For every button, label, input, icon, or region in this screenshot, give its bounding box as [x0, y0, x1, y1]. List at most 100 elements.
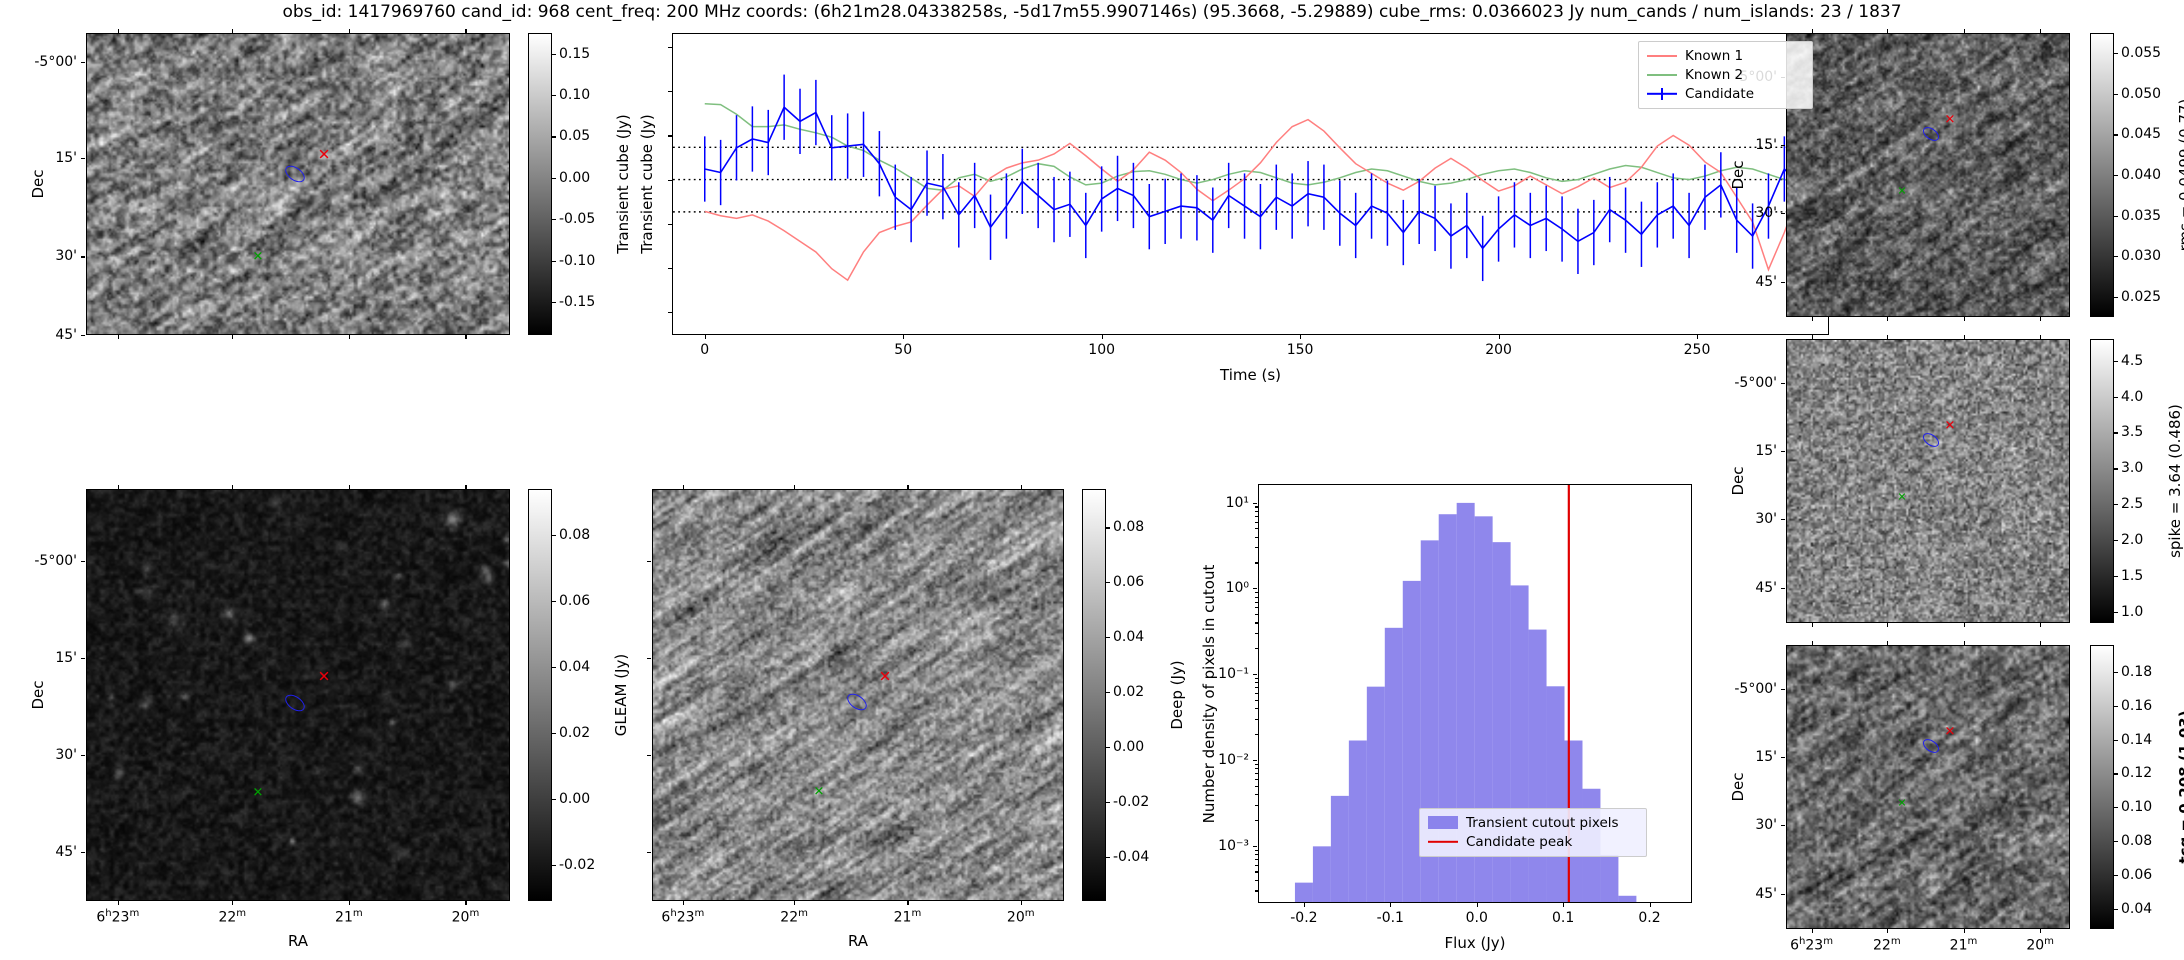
transient-cube-colorbar-ticklabel: -0.05 [559, 211, 596, 228]
tcg-ra-tick [1811, 929, 1813, 933]
deep-image[interactable] [652, 489, 1064, 901]
histogram-ytick-minor [1255, 734, 1258, 736]
lightcurve-xtick [1101, 335, 1103, 339]
lightcurve-ytick [668, 135, 672, 137]
transient-cube-image[interactable] [86, 33, 510, 335]
transient-cube-colorbar-ticklabel: -0.15 [559, 293, 596, 310]
histogram-ytick-minor [1255, 528, 1258, 530]
histogram-bar [1438, 514, 1457, 902]
histogram-ytick-minor [1255, 506, 1258, 508]
gleam-image[interactable] [86, 489, 510, 901]
gleam-colorbar-gradient [529, 490, 551, 900]
histogram-xticklabel: -0.2 [1290, 910, 1318, 926]
gleam-dec-ticklabel: -5°00' [34, 553, 77, 570]
tcg-ra-tick [2040, 929, 2042, 933]
tcg-dec-ticklabel: -5°00' [1734, 681, 1777, 698]
transient-cube-dec-tick [81, 256, 85, 258]
histogram-ytick-minor [1255, 853, 1258, 855]
histogram-ytick-minor [1255, 778, 1258, 780]
gleam-colorbar-ticklabel: 0.00 [559, 790, 591, 807]
deep-colorbar-ticklabel: 0.00 [1113, 739, 1145, 756]
deep-ra-tick [794, 901, 796, 905]
lightcurve-xticklabel: 50 [894, 342, 913, 358]
deep-ra-tick-top [1020, 485, 1022, 489]
transient-cube-colorbar-tick [552, 260, 556, 262]
spike-dec-ticklabel: 30' [1755, 511, 1777, 528]
spike-colorbar-tick [2114, 540, 2118, 542]
histogram-bar [1402, 580, 1421, 902]
spike-dec-tick [1781, 519, 1785, 521]
spike-ra-tick-top [1886, 335, 1888, 339]
deep-ra-tick-top [794, 485, 796, 489]
gleam-ra-tick-top [232, 485, 234, 489]
histogram-yticklabel: 10⁰ [1225, 580, 1249, 597]
histogram-ytick-minor [1255, 562, 1258, 564]
spike-ra-tick-top [1811, 335, 1813, 339]
spike-colorbar [2090, 339, 2114, 623]
histogram-ytick-minor [1255, 708, 1258, 710]
legend-label-cutout-pixels: Transient cutout pixels [1466, 814, 1619, 831]
transient-cube-colorbar-tick [552, 95, 556, 97]
lightcurve-xticklabel: 250 [1683, 342, 1711, 358]
deep-colorbar-tick [1106, 582, 1110, 584]
spike-dec-tick [1781, 383, 1785, 385]
lightcurve-xticklabel: 150 [1286, 342, 1314, 358]
deep-dec-tick [647, 561, 651, 563]
histogram-ytick-minor [1255, 858, 1258, 860]
tcg-image[interactable] [1786, 645, 2070, 929]
rms-image[interactable] [1786, 33, 2070, 317]
deep-colorbar-ticklabel: 0.02 [1113, 684, 1145, 701]
rms-colorbar-gradient [2091, 34, 2113, 316]
lightcurve-ytick [668, 223, 672, 225]
tcg-dec-tick [1781, 689, 1785, 691]
transient-cube-ylabel: Dec [29, 169, 47, 199]
gleam-ra-tick [117, 901, 119, 905]
tcg-colorbar-ticklabel: 0.14 [2121, 731, 2153, 748]
gleam-colorbar-tick [552, 798, 556, 800]
lightcurve-xtick [903, 335, 905, 339]
spike-dec-ticklabel: 45' [1755, 579, 1777, 596]
spike-ylabel: Dec [1729, 466, 1747, 496]
gleam-colorbar-tick [552, 601, 556, 603]
gleam-ra-tick [348, 901, 350, 905]
rms-pixels [1787, 34, 2069, 316]
legend-row-candidate: Candidate [1647, 84, 1804, 103]
rms-colorbar-label: rms = 0.0499 (0.77) [2176, 98, 2184, 252]
lightcurve-ytick [668, 311, 672, 314]
rms-colorbar-ticklabel: 0.040 [2121, 167, 2162, 183]
known1-line-swatch [1647, 50, 1677, 62]
tcg-colorbar-ticklabel: 0.16 [2121, 697, 2153, 714]
legend-row-known2: Known 2 [1647, 65, 1804, 84]
lightcurve-ytick [668, 179, 672, 181]
spike-colorbar-ticklabel: 3.5 [2121, 424, 2144, 441]
rms-dec-ticklabel: 30' [1755, 205, 1777, 222]
histogram-ytick [1253, 588, 1257, 590]
histogram-yticklabel: 10⁻³ [1218, 837, 1249, 854]
tcg-colorbar-tick [2114, 807, 2118, 809]
gleam-colorbar-label: GLEAM (Jy) [612, 653, 630, 737]
lightcurve-xticklabel: 0 [700, 342, 710, 358]
lightcurve-axes[interactable] [672, 33, 1829, 335]
gleam-ylabel: Dec [29, 680, 47, 710]
spike-ra-tick [1886, 623, 1888, 627]
transient-cube-ra-tick-top [465, 29, 467, 33]
transient-cube-dec-ticklabel: 45' [55, 327, 77, 343]
transient-cube-colorbar-ticklabel: 0.00 [559, 169, 591, 186]
rms-colorbar-tick [2114, 53, 2118, 55]
spike-image[interactable] [1786, 339, 2070, 623]
rms-colorbar-tick [2114, 256, 2118, 258]
tcg-dec-ticklabel: 30' [1755, 817, 1777, 834]
histogram-xtick [1649, 903, 1651, 907]
tcg-dec-tick [1781, 825, 1785, 827]
rms-colorbar-tick [2114, 93, 2118, 95]
deep-ra-tick-top [907, 485, 909, 489]
transient-cube-colorbar-gradient [529, 34, 551, 334]
deep-colorbar-ticklabel: 0.06 [1113, 574, 1145, 591]
deep-ra-ticklabel: 20m [1006, 908, 1035, 926]
histogram-ytick-minor [1255, 682, 1258, 684]
series-candidate [704, 74, 1801, 282]
legend-row-candidate-peak: Candidate peak [1428, 832, 1638, 851]
gleam-colorbar-tick [552, 535, 556, 537]
histogram-bar [1348, 740, 1367, 902]
